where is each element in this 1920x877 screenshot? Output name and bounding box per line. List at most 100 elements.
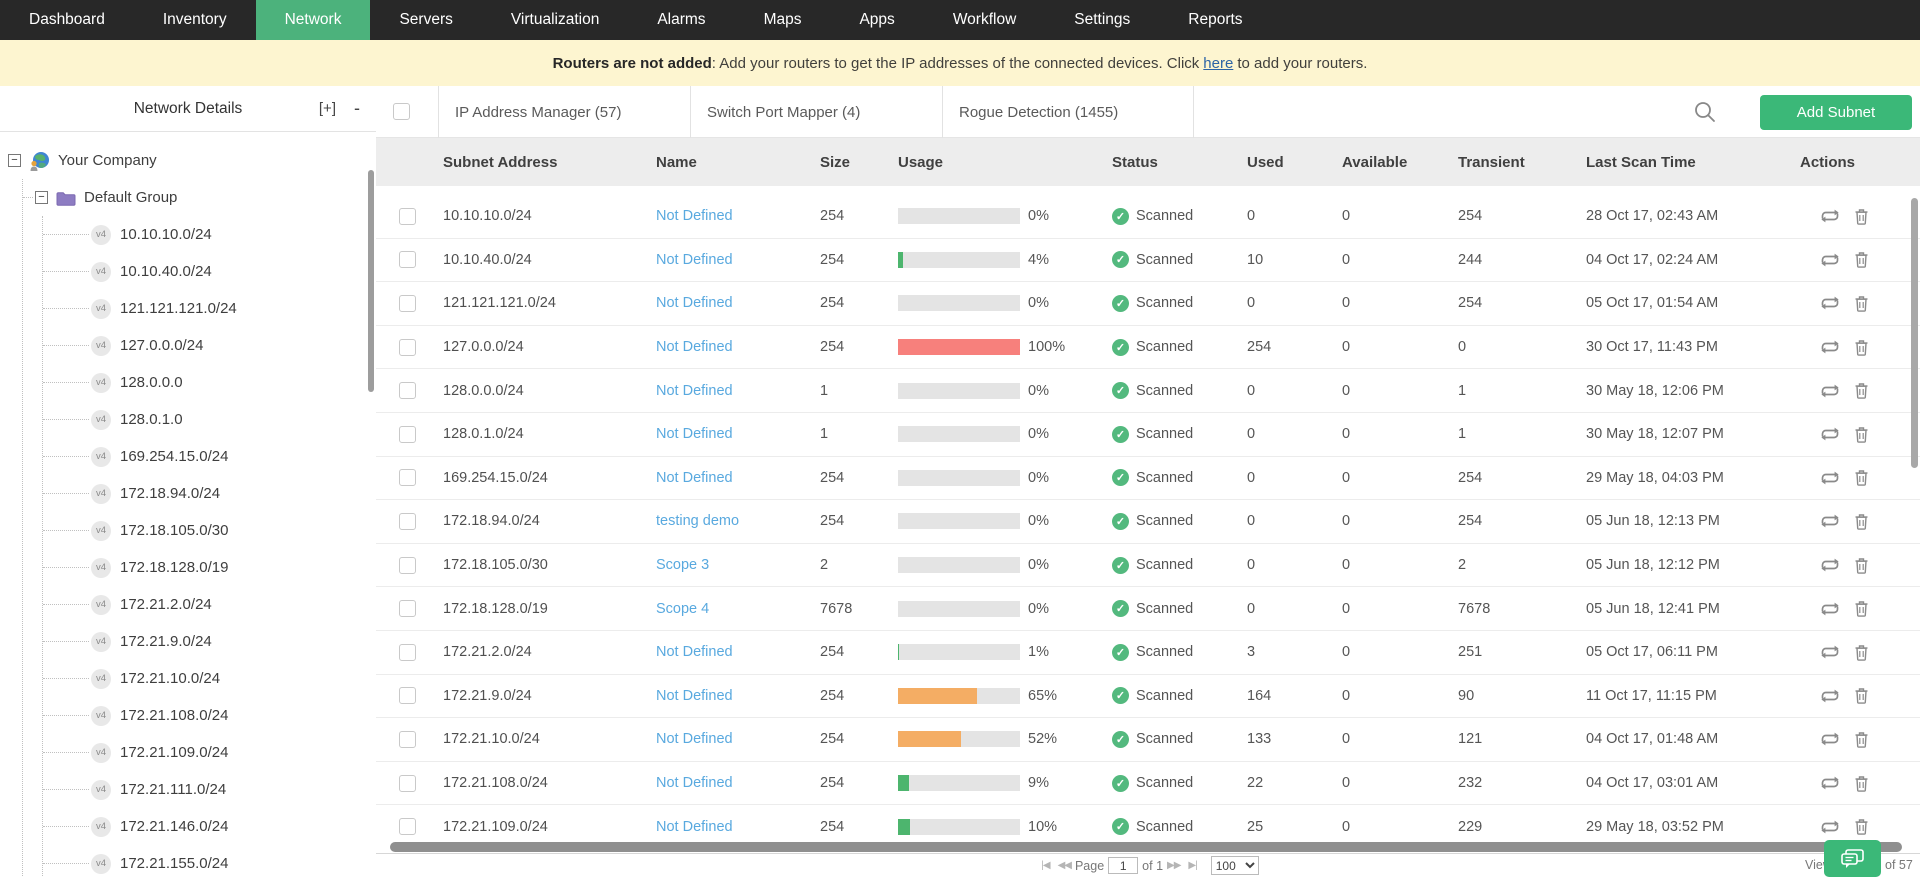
- rescan-icon[interactable]: [1817, 338, 1843, 356]
- tree-node-company[interactable]: − Your Company: [8, 142, 376, 179]
- select-all-checkbox[interactable]: [393, 103, 410, 120]
- collapse-icon[interactable]: −: [8, 154, 21, 167]
- last-page-icon[interactable]: ▶|: [1188, 860, 1197, 871]
- row-checkbox[interactable]: [398, 207, 416, 225]
- row-checkbox[interactable]: [398, 338, 416, 356]
- rescan-icon[interactable]: [1817, 774, 1843, 792]
- nav-item-virtualization[interactable]: Virtualization: [510, 11, 600, 28]
- subnet-name-link[interactable]: Not Defined: [656, 208, 733, 225]
- page-size-select[interactable]: 100: [1210, 856, 1259, 875]
- tree-node-subnet[interactable]: v4 172.21.108.0/24: [43, 697, 376, 734]
- tab-ip-address-manager[interactable]: IP Address Manager (57): [438, 86, 690, 138]
- tree-node-subnet[interactable]: v4 172.21.2.0/24: [43, 586, 376, 623]
- tree-node-subnet[interactable]: v4 172.21.10.0/24: [43, 660, 376, 697]
- horizontal-scrollbar[interactable]: [376, 841, 1920, 853]
- nav-item-network[interactable]: Network: [255, 0, 371, 40]
- subnet-name-link[interactable]: Scope 4: [656, 600, 710, 617]
- tree-node-subnet[interactable]: v4 172.21.155.0/24: [43, 845, 376, 877]
- search-icon[interactable]: [1692, 99, 1718, 130]
- tree-node-subnet[interactable]: v4 128.0.1.0: [43, 401, 376, 438]
- row-checkbox[interactable]: [398, 251, 416, 269]
- collapse-all-button[interactable]: -: [354, 98, 360, 118]
- subnet-name-link[interactable]: Scope 3: [656, 557, 710, 574]
- delete-icon[interactable]: [1854, 339, 1869, 356]
- tree-node-subnet[interactable]: v4 172.21.111.0/24: [43, 771, 376, 808]
- row-checkbox[interactable]: [398, 687, 416, 705]
- subnet-name-link[interactable]: Not Defined: [656, 251, 733, 268]
- tree-node-subnet[interactable]: v4 10.10.40.0/24: [43, 253, 376, 290]
- rescan-icon[interactable]: [1817, 425, 1843, 443]
- expand-all-button[interactable]: [+]: [318, 100, 336, 117]
- tree-node-subnet[interactable]: v4 172.21.9.0/24: [43, 623, 376, 660]
- delete-icon[interactable]: [1854, 644, 1869, 661]
- page-number-input[interactable]: [1108, 857, 1139, 874]
- row-checkbox[interactable]: [398, 469, 416, 487]
- rescan-icon[interactable]: [1817, 469, 1843, 487]
- row-checkbox[interactable]: [398, 600, 416, 618]
- delete-icon[interactable]: [1854, 426, 1869, 443]
- row-checkbox[interactable]: [398, 643, 416, 661]
- collapse-icon[interactable]: −: [35, 191, 48, 204]
- nav-item-reports[interactable]: Reports: [1188, 11, 1243, 28]
- subnet-name-link[interactable]: Not Defined: [656, 818, 733, 835]
- subnet-name-link[interactable]: Not Defined: [656, 426, 733, 443]
- rescan-icon[interactable]: [1817, 643, 1843, 661]
- banner-here-link[interactable]: here: [1203, 54, 1234, 72]
- rescan-icon[interactable]: [1817, 730, 1843, 748]
- next-page-icon[interactable]: ▶▶: [1167, 860, 1181, 871]
- delete-icon[interactable]: [1854, 295, 1869, 312]
- row-checkbox[interactable]: [398, 774, 416, 792]
- nav-item-maps[interactable]: Maps: [763, 11, 802, 28]
- delete-icon[interactable]: [1854, 687, 1869, 705]
- rescan-icon[interactable]: [1817, 512, 1843, 530]
- row-checkbox[interactable]: [398, 818, 416, 836]
- nav-item-dashboard[interactable]: Dashboard: [29, 11, 105, 28]
- tree-node-subnet[interactable]: v4 121.121.121.0/24: [43, 290, 376, 327]
- row-checkbox[interactable]: [398, 382, 416, 400]
- delete-icon[interactable]: [1854, 513, 1869, 530]
- delete-icon[interactable]: [1854, 382, 1869, 399]
- vertical-scrollbar[interactable]: [1911, 198, 1918, 468]
- tree-node-subnet[interactable]: v4 172.18.105.0/30: [43, 512, 376, 549]
- subnet-name-link[interactable]: testing demo: [656, 513, 740, 530]
- rescan-icon[interactable]: [1817, 818, 1843, 836]
- nav-item-alarms[interactable]: Alarms: [657, 11, 706, 28]
- row-checkbox[interactable]: [398, 294, 416, 312]
- rescan-icon[interactable]: [1817, 382, 1843, 400]
- delete-icon[interactable]: [1854, 818, 1869, 835]
- subnet-name-link[interactable]: Not Defined: [656, 469, 733, 486]
- horizontal-scrollbar-thumb[interactable]: [390, 842, 1902, 852]
- rescan-icon[interactable]: [1817, 207, 1843, 225]
- row-checkbox[interactable]: [398, 512, 416, 530]
- sidebar-scrollbar[interactable]: [368, 170, 374, 392]
- rescan-icon[interactable]: [1817, 251, 1843, 269]
- rescan-icon[interactable]: [1817, 294, 1843, 312]
- subnet-name-link[interactable]: Not Defined: [656, 775, 733, 792]
- tree-node-subnet[interactable]: v4 172.21.146.0/24: [43, 808, 376, 845]
- subnet-name-link[interactable]: Not Defined: [656, 644, 733, 661]
- row-checkbox[interactable]: [398, 730, 416, 748]
- delete-icon[interactable]: [1854, 208, 1869, 225]
- row-checkbox[interactable]: [398, 556, 416, 574]
- first-page-icon[interactable]: |◀: [1041, 860, 1050, 871]
- rescan-icon[interactable]: [1817, 556, 1843, 574]
- subnet-name-link[interactable]: Not Defined: [656, 339, 733, 356]
- tab-rogue-detection[interactable]: Rogue Detection (1455): [942, 86, 1194, 138]
- tree-node-subnet[interactable]: v4 172.18.94.0/24: [43, 475, 376, 512]
- delete-icon[interactable]: [1854, 600, 1869, 617]
- prev-page-icon[interactable]: ◀◀: [1057, 860, 1072, 871]
- tab-switch-port-mapper[interactable]: Switch Port Mapper (4): [690, 86, 942, 138]
- tree-node-subnet[interactable]: v4 10.10.10.0/24: [43, 216, 376, 253]
- delete-icon[interactable]: [1854, 775, 1869, 792]
- tree-node-subnet[interactable]: v4 172.21.109.0/24: [43, 734, 376, 771]
- delete-icon[interactable]: [1854, 557, 1869, 574]
- tree-node-subnet[interactable]: v4 127.0.0.0/24: [43, 327, 376, 364]
- nav-item-apps[interactable]: Apps: [859, 11, 895, 28]
- tree-node-subnet[interactable]: v4 128.0.0.0: [43, 364, 376, 401]
- rescan-icon[interactable]: [1817, 600, 1843, 618]
- tree-node-default-group[interactable]: − Default Group: [23, 179, 376, 216]
- rescan-icon[interactable]: [1817, 687, 1843, 705]
- subnet-name-link[interactable]: Not Defined: [656, 295, 733, 312]
- delete-icon[interactable]: [1854, 251, 1869, 269]
- feedback-chat-button[interactable]: [1824, 840, 1881, 877]
